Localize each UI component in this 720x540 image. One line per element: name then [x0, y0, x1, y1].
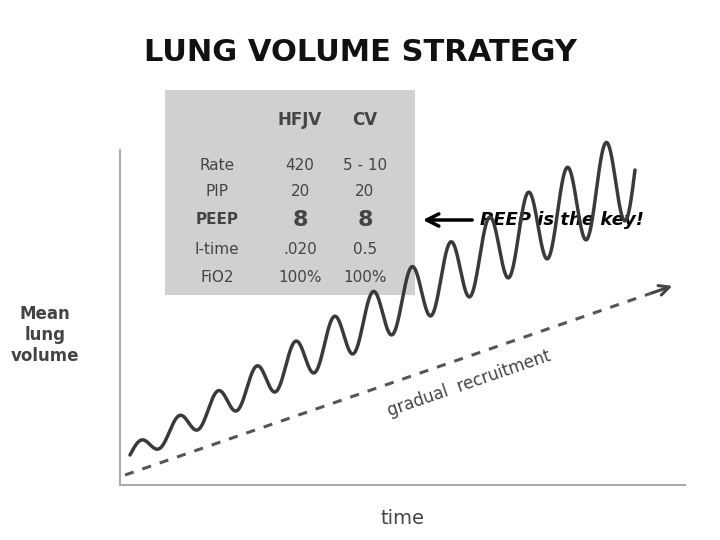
Text: 5 - 10: 5 - 10 — [343, 158, 387, 172]
Text: 100%: 100% — [278, 271, 322, 286]
Text: I-time: I-time — [194, 242, 239, 258]
Text: CV: CV — [352, 111, 377, 129]
Text: 8: 8 — [357, 210, 373, 230]
Text: PEEP is the key!: PEEP is the key! — [480, 211, 644, 229]
Text: Rate: Rate — [199, 158, 235, 172]
Text: gradual  recruitment: gradual recruitment — [385, 347, 553, 420]
Text: PEEP: PEEP — [196, 213, 238, 227]
Text: 100%: 100% — [343, 271, 387, 286]
Text: .020: .020 — [283, 242, 317, 258]
Text: LUNG VOLUME STRATEGY: LUNG VOLUME STRATEGY — [143, 38, 577, 67]
Text: 20: 20 — [356, 185, 374, 199]
FancyBboxPatch shape — [165, 90, 415, 295]
Text: time: time — [380, 509, 425, 528]
Text: 420: 420 — [286, 158, 315, 172]
Text: 20: 20 — [290, 185, 310, 199]
Text: PIP: PIP — [205, 185, 228, 199]
Text: HFJV: HFJV — [278, 111, 322, 129]
Text: Mean
lung
volume: Mean lung volume — [11, 305, 79, 364]
Text: 8: 8 — [292, 210, 307, 230]
Text: 0.5: 0.5 — [353, 242, 377, 258]
Text: FiO2: FiO2 — [200, 271, 234, 286]
